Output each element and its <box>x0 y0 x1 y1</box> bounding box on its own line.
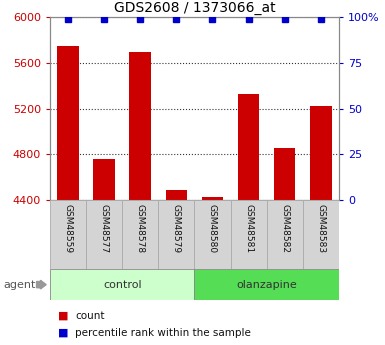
Text: control: control <box>103 280 142 289</box>
Text: GSM48580: GSM48580 <box>208 204 217 253</box>
Bar <box>86 200 122 269</box>
Text: GSM48583: GSM48583 <box>316 204 325 253</box>
Text: GSM48559: GSM48559 <box>64 204 73 253</box>
Bar <box>94 159 115 200</box>
Bar <box>238 94 259 200</box>
Bar <box>122 200 158 269</box>
Bar <box>194 200 231 269</box>
Title: GDS2608 / 1373066_at: GDS2608 / 1373066_at <box>114 1 275 15</box>
Bar <box>231 200 266 269</box>
Text: GSM48581: GSM48581 <box>244 204 253 253</box>
Bar <box>303 200 339 269</box>
Text: percentile rank within the sample: percentile rank within the sample <box>75 328 251 338</box>
Text: agent: agent <box>4 280 36 289</box>
Bar <box>266 200 303 269</box>
Bar <box>202 197 223 200</box>
Bar <box>50 269 194 300</box>
Text: ■: ■ <box>58 328 68 338</box>
Text: count: count <box>75 311 105 321</box>
Bar <box>274 148 296 200</box>
Bar <box>50 200 86 269</box>
Bar <box>166 190 187 200</box>
Bar <box>129 51 151 200</box>
Bar <box>57 46 79 200</box>
Text: GSM48582: GSM48582 <box>280 204 289 253</box>
Bar <box>194 269 339 300</box>
Text: ■: ■ <box>58 311 68 321</box>
Text: GSM48579: GSM48579 <box>172 204 181 253</box>
Bar <box>310 106 331 200</box>
Text: GSM48577: GSM48577 <box>100 204 109 253</box>
Text: GSM48578: GSM48578 <box>136 204 145 253</box>
Text: olanzapine: olanzapine <box>236 280 297 289</box>
Bar <box>158 200 194 269</box>
